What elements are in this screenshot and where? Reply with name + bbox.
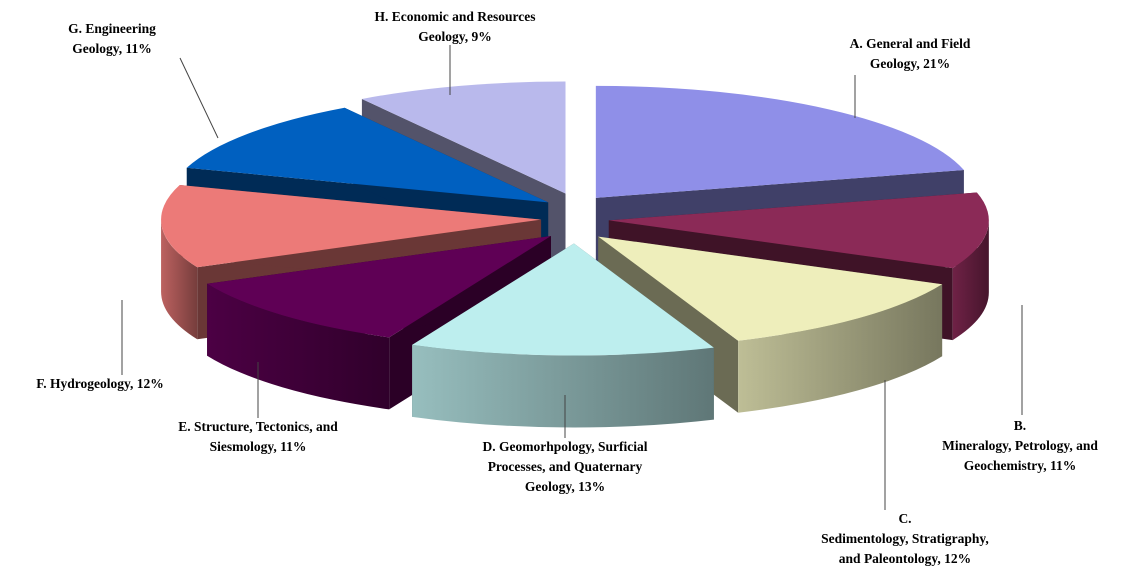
slice-wall [738,284,943,413]
slice-label: Processes, and Quaternary [488,459,643,474]
slice-top [595,85,964,198]
leader-line [179,57,219,139]
slice-label: Geochemistry, 11% [964,458,1076,473]
slice-wall [412,344,714,428]
slice-label: A. General and Field [850,36,971,51]
slice-label: Geology, 21% [870,56,950,71]
slice-label: H. Economic and Resources [375,9,536,24]
slice-top [207,236,551,338]
slice-label: B. [1014,418,1026,433]
slice-wall [207,283,390,410]
slice-label: Geology, 9% [418,29,492,44]
slice-label: Mineralogy, Petrology, and [942,438,1098,453]
slice-label: and Paleontology, 12% [839,551,971,566]
slice-label: F. Hydrogeology, 12% [36,376,164,391]
slice-label: G. Engineering [68,21,156,36]
slice-label: Siesmology, 11% [210,439,307,454]
slice-top [412,243,714,356]
slice-top [186,107,549,203]
slice-wall [952,220,989,341]
slice-label: D. Geomorhpology, Surficial [483,439,648,454]
slice-top [608,192,989,269]
slice-label: C. [898,511,911,526]
slice-top [598,236,943,341]
slice-top [361,81,566,194]
slice-label: Geology, 13% [525,479,605,494]
slice-wall [161,219,198,340]
slice-label: E. Structure, Tectonics, and [178,419,338,434]
slice-top [161,184,542,268]
slice-label: Sedimentology, Stratigraphy, [821,531,989,546]
slice-label: Geology, 11% [72,41,152,56]
slice [412,243,714,428]
